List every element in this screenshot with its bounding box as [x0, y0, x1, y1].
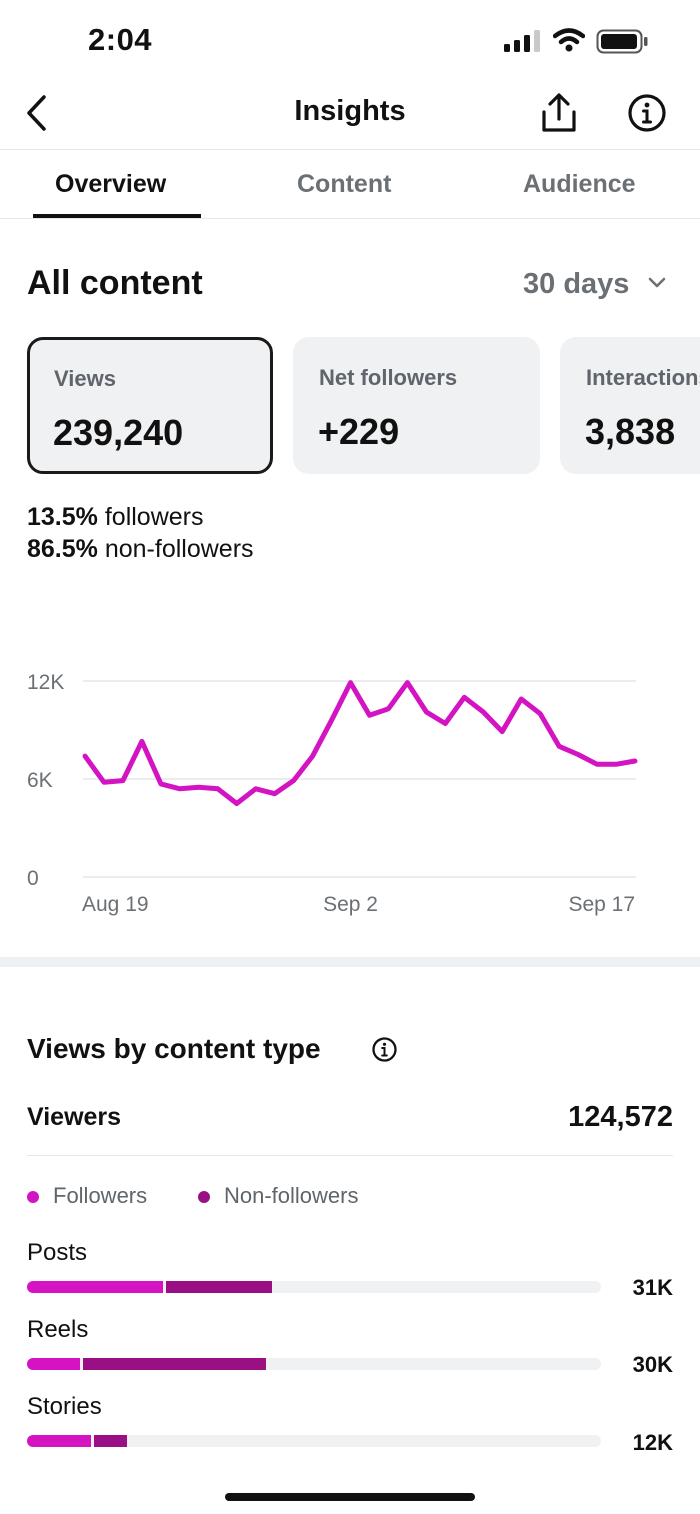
- row-label-stories: Stories: [27, 1393, 102, 1420]
- viewers-value: 124,572: [568, 1101, 673, 1133]
- bar-segment-non-followers: [94, 1435, 127, 1447]
- metric-value: 3,838: [585, 411, 676, 452]
- home-indicator[interactable]: [225, 1493, 475, 1501]
- legend-dot-followers: [27, 1191, 39, 1203]
- metric-value: 239,240: [53, 412, 184, 453]
- legend-dot-non-followers: [198, 1191, 210, 1203]
- row-value-posts: 31K: [632, 1275, 673, 1300]
- content-type-title: Views by content type: [27, 1033, 321, 1064]
- views-series-line: [82, 680, 638, 806]
- section-title: All content: [27, 264, 203, 302]
- bar-reels: [27, 1358, 601, 1370]
- y-tick-label: 12K: [27, 671, 64, 694]
- tab-content[interactable]: Content: [297, 170, 392, 198]
- split-non-followers: 86.5% non-followers: [27, 535, 254, 563]
- legend-label-followers: Followers: [53, 1183, 148, 1208]
- x-tick-label: Sep 17: [568, 893, 635, 916]
- header-divider: [0, 149, 700, 150]
- info-icon[interactable]: [371, 1036, 398, 1063]
- bar-segment-non-followers: [82, 1358, 267, 1370]
- viewers-label: Viewers: [27, 1103, 122, 1131]
- section-separator: [0, 957, 700, 967]
- metric-card-views[interactable]: Views 239,240: [27, 337, 273, 474]
- split-followers: 13.5% followers: [27, 503, 204, 531]
- page-title: Insights: [294, 95, 406, 127]
- metric-card-interactions[interactable]: Interactions 3,838: [560, 337, 700, 474]
- bar-stories: [27, 1435, 601, 1447]
- bar-segment-followers: [27, 1358, 80, 1370]
- x-tick-label: Aug 19: [82, 893, 149, 916]
- row-label-posts: Posts: [27, 1239, 88, 1266]
- legend-label-non-followers: Non-followers: [224, 1183, 359, 1208]
- tabs-divider: [0, 218, 700, 219]
- share-icon[interactable]: [538, 92, 580, 134]
- content-type-divider: [27, 1155, 673, 1156]
- back-chevron-icon[interactable]: [24, 94, 50, 132]
- tab-audience[interactable]: Audience: [523, 170, 636, 198]
- metric-card-net-followers[interactable]: Net followers +229: [293, 337, 540, 474]
- y-tick-label: 6K: [27, 769, 53, 792]
- bar-segment-followers: [27, 1435, 92, 1447]
- date-range-selector[interactable]: 30 days: [523, 268, 630, 300]
- metric-value: +229: [318, 411, 400, 452]
- bar-segment-non-followers: [166, 1281, 273, 1293]
- x-tick-label: Sep 2: [323, 893, 378, 916]
- views-line-chart: 0 6K 12K Aug 19 Sep 2 Sep 17: [27, 671, 638, 916]
- cellular-signal-icon: [504, 30, 540, 52]
- row-value-stories: 12K: [632, 1430, 673, 1455]
- metric-label: Views: [54, 366, 116, 391]
- bar-posts: [27, 1281, 601, 1293]
- battery-icon: [596, 29, 648, 54]
- metric-label: Net followers: [319, 365, 458, 390]
- wifi-icon: [553, 28, 585, 52]
- row-label-reels: Reels: [27, 1316, 89, 1343]
- info-icon[interactable]: [626, 92, 668, 134]
- tab-overview[interactable]: Overview: [55, 170, 167, 198]
- y-tick-label: 0: [27, 867, 39, 890]
- metric-label: Interactions: [586, 365, 700, 390]
- row-value-reels: 30K: [632, 1352, 673, 1377]
- chevron-down-icon[interactable]: [647, 276, 667, 290]
- bar-segment-followers: [27, 1281, 164, 1293]
- status-time: 2:04: [88, 22, 153, 57]
- active-tab-indicator: [33, 214, 201, 218]
